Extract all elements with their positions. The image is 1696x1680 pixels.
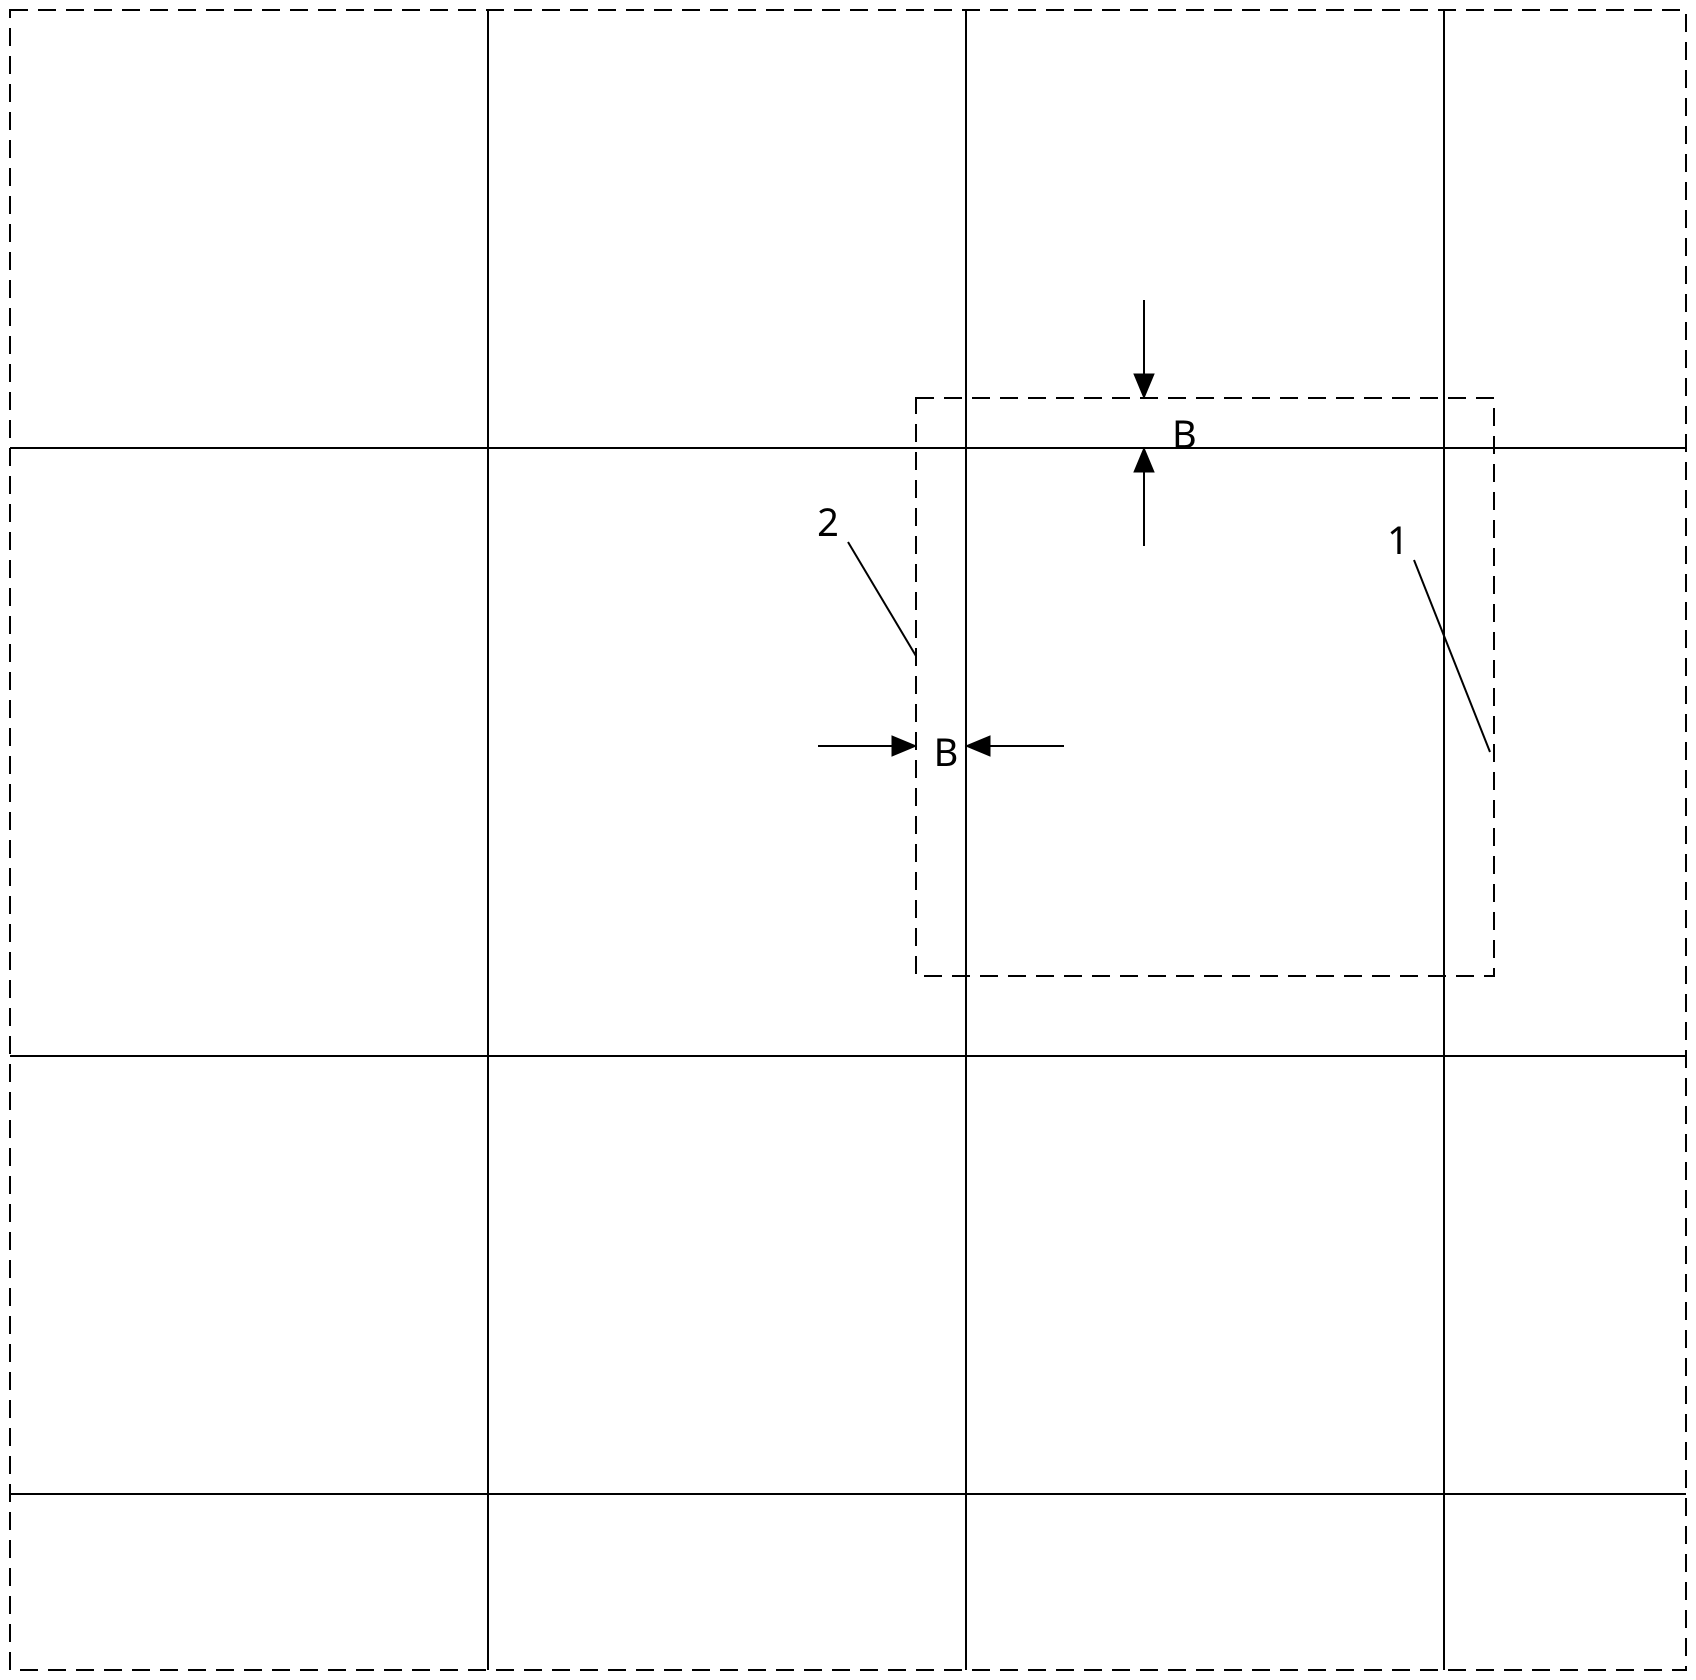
inner-dashed-rect	[916, 398, 1494, 976]
callout-2-label: 2	[817, 496, 839, 548]
callout-1-label: 1	[1387, 514, 1409, 566]
callout-2-leader	[848, 542, 916, 656]
callout-1-leader	[1414, 560, 1490, 752]
dimension-b-vertical-label: B	[1172, 408, 1197, 460]
technical-diagram: B B 1 2	[0, 0, 1696, 1680]
outer-dashed-border	[10, 10, 1686, 1670]
dimension-b-horizontal-label: B	[934, 726, 959, 778]
